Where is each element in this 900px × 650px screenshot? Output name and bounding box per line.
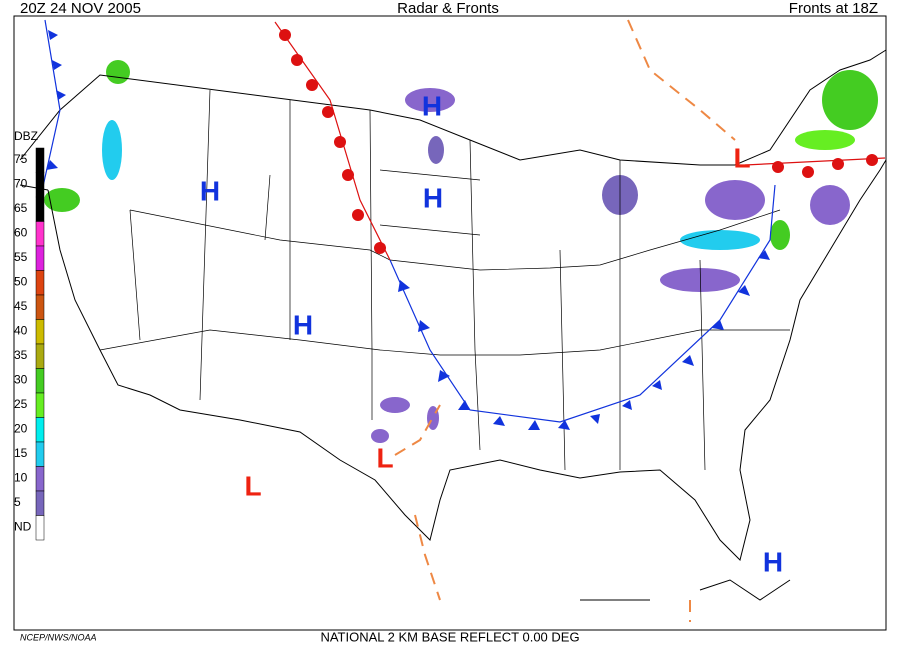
header-left: 20Z 24 NOV 2005: [20, 0, 141, 17]
legend-swatch: [35, 245, 45, 271]
legend-swatch: [35, 221, 45, 247]
fronts: [39, 19, 886, 622]
legend-swatch: [35, 319, 45, 345]
pressure-center: H: [422, 90, 442, 121]
legend-swatch: [35, 392, 45, 418]
pressure-center: L: [733, 142, 750, 173]
map-outline: [19, 49, 887, 601]
legend-label: 30: [14, 373, 28, 387]
legend-swatch: [35, 417, 45, 443]
pressure-center: H: [200, 175, 220, 206]
legend-label: 10: [14, 471, 28, 485]
legend-label: 5: [14, 495, 21, 509]
legend-swatch: [35, 466, 45, 492]
legend-label: 40: [14, 324, 28, 338]
pressure-center: L: [376, 442, 393, 473]
legend-label: 15: [14, 446, 28, 460]
map-frame: [13, 15, 887, 631]
pressure-center: H: [293, 309, 313, 340]
legend-label: 25: [14, 397, 28, 411]
legend-label: 60: [14, 226, 28, 240]
legend-title: DBZ: [14, 129, 38, 143]
pressure-center: H: [763, 546, 783, 577]
legend-label: 65: [14, 201, 28, 215]
legend-label: 50: [14, 275, 28, 289]
legend-swatch: [35, 147, 45, 173]
legend-label: 20: [14, 422, 28, 436]
legend-label: 35: [14, 348, 28, 362]
footer-center: NATIONAL 2 KM BASE REFLECT 0.00 DEG: [320, 629, 579, 644]
legend-label: 75: [14, 152, 28, 166]
legend-swatch: [35, 490, 45, 516]
pressure-center: L: [244, 470, 261, 501]
legend-label: 45: [14, 299, 28, 313]
legend-swatch: [35, 196, 45, 222]
legend-swatch: [35, 294, 45, 320]
legend-label: 55: [14, 250, 28, 264]
legend-label: 70: [14, 177, 28, 191]
pressure-center: H: [423, 182, 443, 213]
header-center: Radar & Fronts: [397, 0, 499, 17]
legend-swatch: [35, 172, 45, 198]
legend-label: ND: [14, 520, 32, 534]
legend-swatch: [35, 270, 45, 296]
legend: DBZ 75 70 65 60 55 50 45 40 35 30 25 20 15 10 5 ND: [14, 129, 45, 541]
header-right: Fronts at 18Z: [789, 0, 878, 17]
legend-swatch: [35, 515, 45, 541]
legend-swatch: [35, 441, 45, 467]
footer-left: NCEP/NWS/NOAA: [20, 632, 97, 642]
legend-swatch: [35, 368, 45, 394]
legend-swatch: [35, 343, 45, 369]
